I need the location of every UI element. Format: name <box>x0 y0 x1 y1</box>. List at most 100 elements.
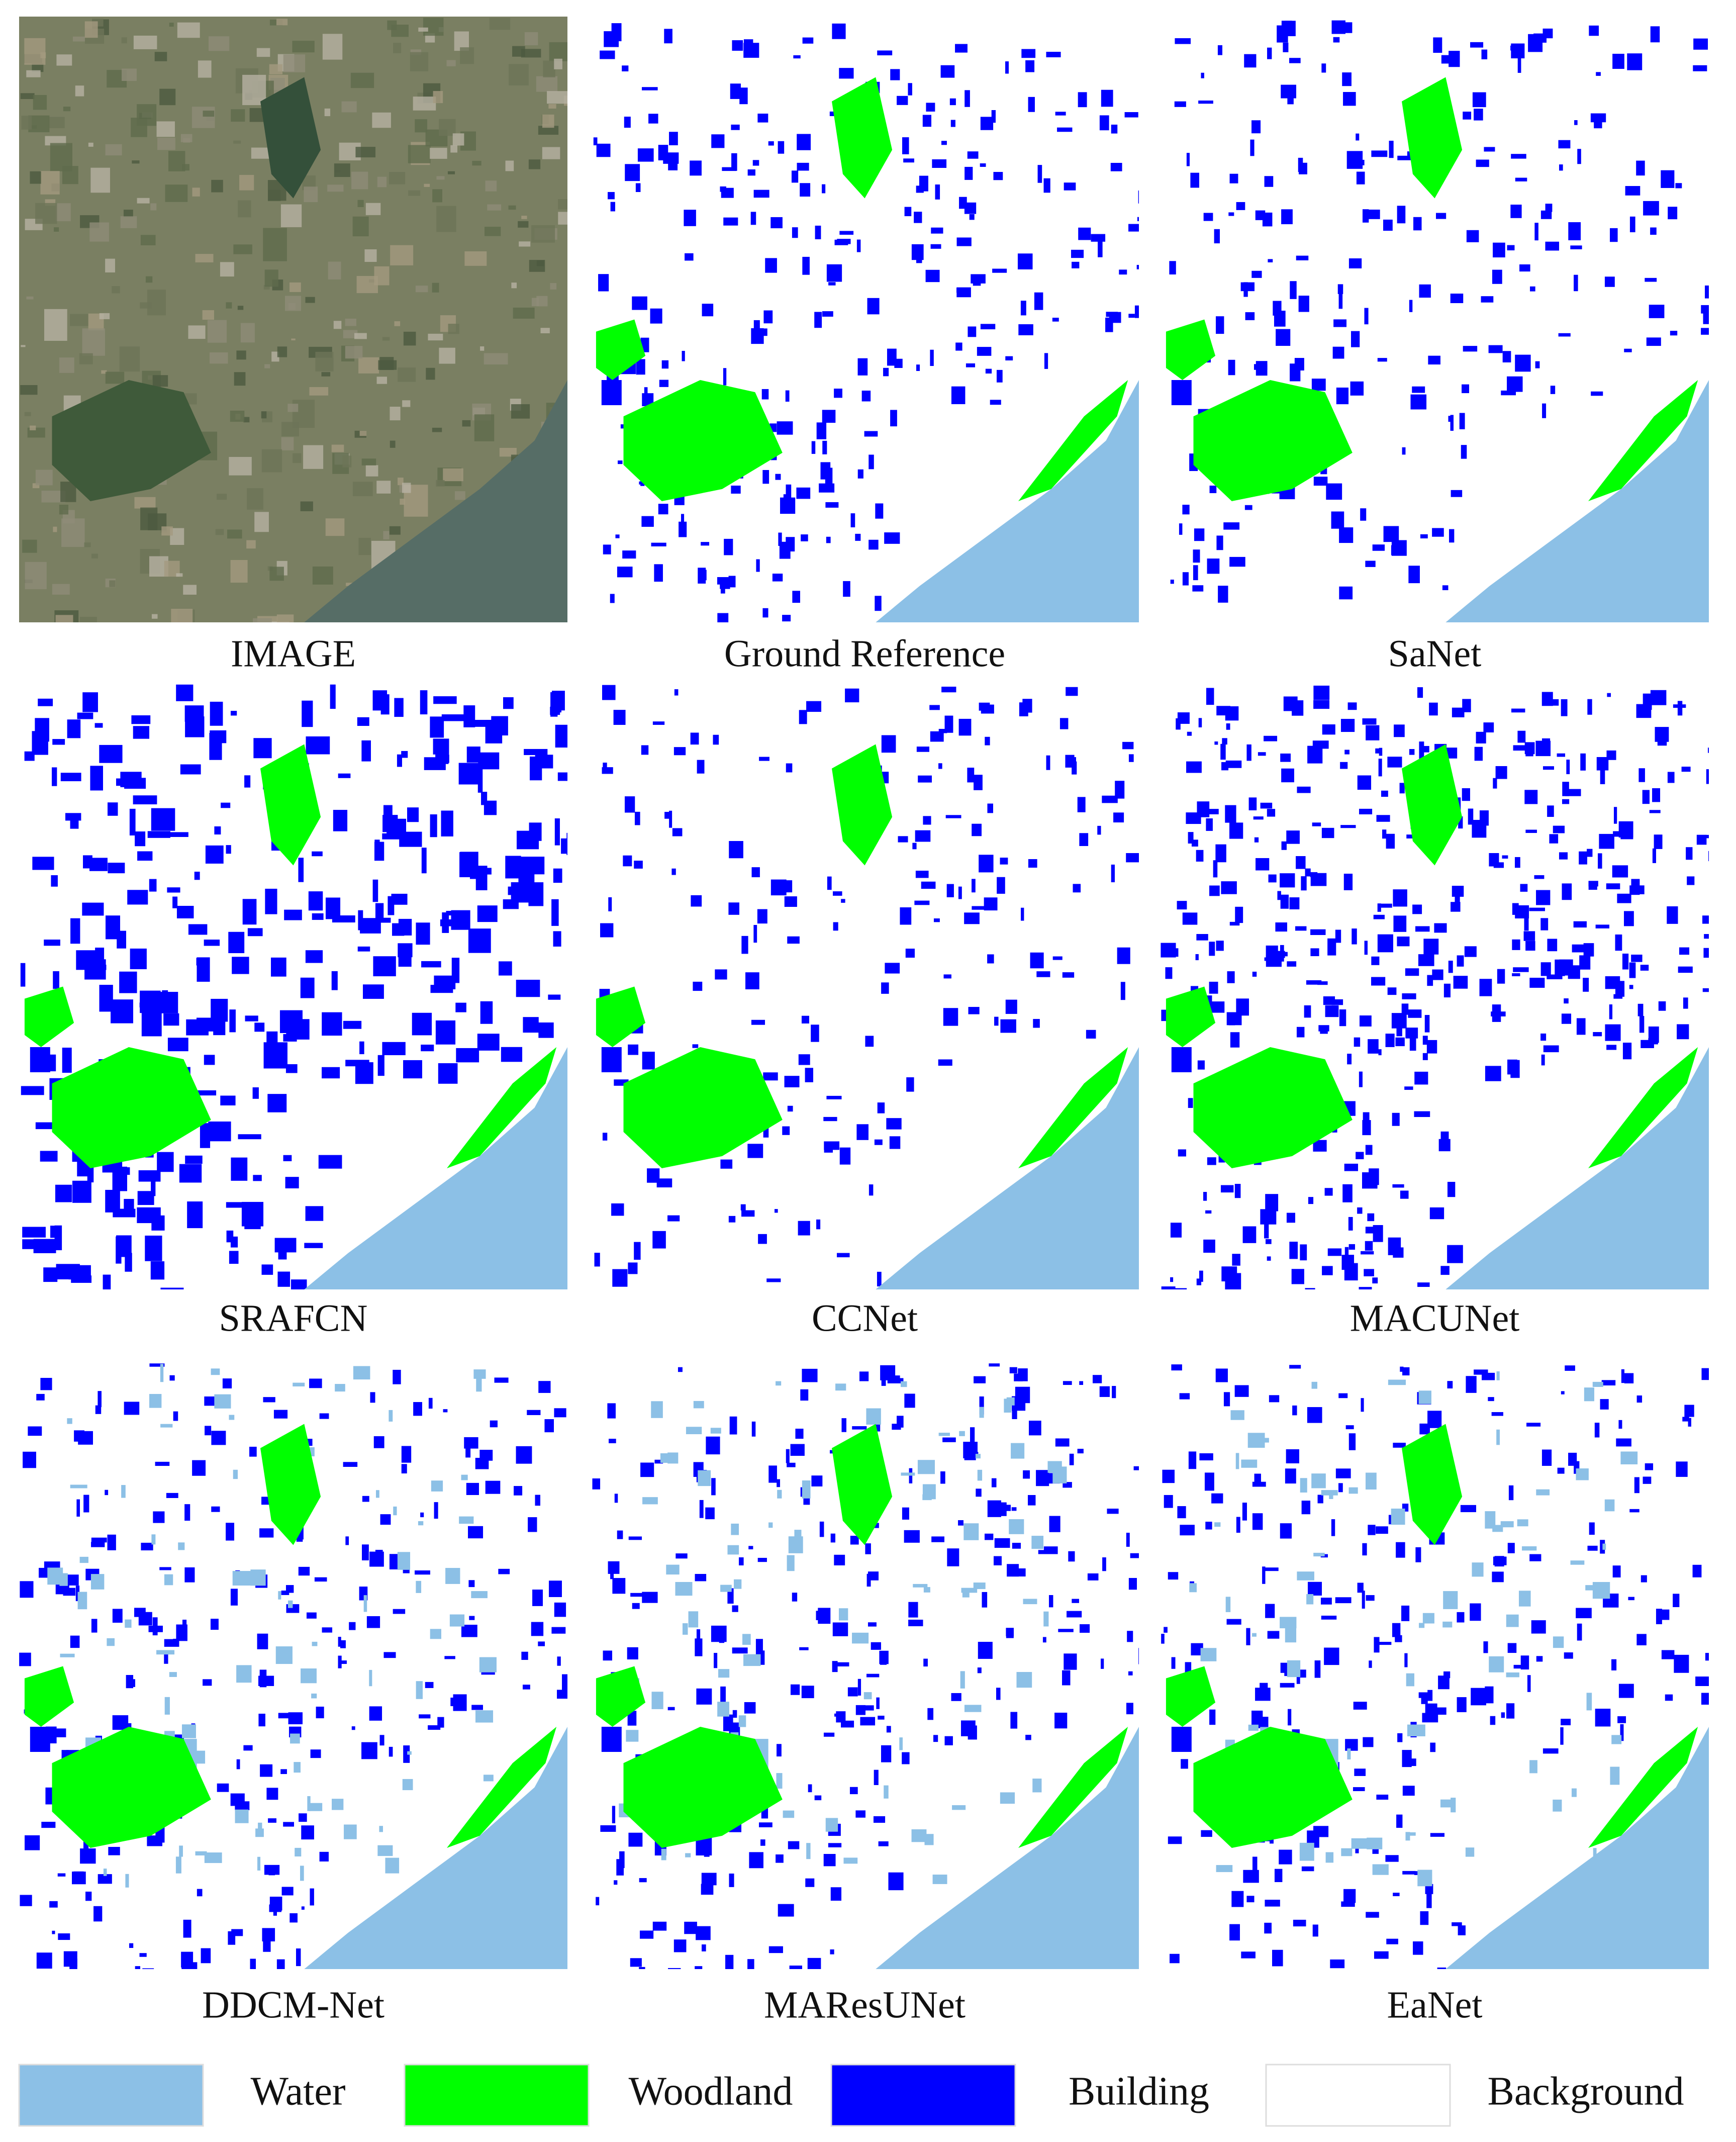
building <box>639 1967 645 1969</box>
building <box>129 1679 136 1687</box>
building <box>1080 1624 1090 1633</box>
building <box>627 1647 638 1660</box>
building <box>1577 1623 1582 1641</box>
building <box>478 752 500 770</box>
building <box>277 1271 291 1287</box>
woodland <box>1166 986 1216 1047</box>
building <box>1396 1814 1403 1828</box>
building <box>669 132 678 145</box>
aerial-texture <box>439 347 455 364</box>
building <box>1420 534 1428 539</box>
aerial-texture <box>480 346 485 351</box>
building <box>797 134 811 150</box>
building <box>357 946 370 952</box>
building <box>814 1795 822 1801</box>
aerial-texture <box>165 184 188 202</box>
water-noise <box>1321 1490 1338 1496</box>
water-noise <box>1225 1597 1231 1612</box>
building <box>1072 761 1077 775</box>
building <box>435 751 449 764</box>
water-noise <box>461 1474 468 1480</box>
building <box>1021 907 1024 921</box>
building <box>65 813 81 821</box>
building <box>1422 1053 1428 1060</box>
building <box>1279 1849 1292 1865</box>
building <box>1686 847 1693 860</box>
building <box>797 162 809 171</box>
building <box>1327 1248 1342 1256</box>
woodland <box>1402 77 1463 199</box>
building <box>444 1656 455 1659</box>
building <box>826 1095 842 1099</box>
building <box>1343 1889 1356 1903</box>
building <box>373 1436 384 1448</box>
water-noise <box>1518 1591 1531 1607</box>
water-noise <box>866 1408 881 1425</box>
building <box>1519 264 1530 272</box>
building <box>211 1506 220 1512</box>
building <box>1034 292 1043 310</box>
building <box>1218 586 1228 603</box>
aerial-texture <box>293 453 302 463</box>
water-noise <box>385 1857 400 1874</box>
building <box>1078 227 1091 240</box>
building <box>930 244 941 249</box>
building <box>1101 89 1113 107</box>
water-noise <box>1347 1748 1351 1759</box>
building <box>1408 566 1420 584</box>
building <box>613 710 626 725</box>
building <box>1547 939 1558 952</box>
building <box>201 1948 211 1964</box>
building <box>1657 737 1667 746</box>
building <box>639 1878 647 1883</box>
building <box>951 1693 961 1701</box>
building <box>413 1402 422 1416</box>
building <box>339 1660 347 1664</box>
water-noise <box>685 1853 691 1857</box>
building <box>836 1711 846 1723</box>
aerial-texture <box>21 116 32 130</box>
water-noise <box>1388 1379 1406 1385</box>
building <box>319 1851 329 1861</box>
building <box>993 172 1003 180</box>
building <box>728 1216 736 1223</box>
water-noise <box>407 1751 412 1755</box>
building <box>1290 281 1297 299</box>
building <box>596 143 611 157</box>
building <box>622 550 636 559</box>
building <box>1530 286 1535 292</box>
building <box>787 936 800 944</box>
building <box>1570 245 1582 249</box>
building <box>1064 182 1076 191</box>
water-noise <box>1604 1499 1615 1512</box>
building <box>693 981 703 991</box>
building <box>435 1020 456 1045</box>
building <box>802 37 814 44</box>
building <box>819 1521 824 1537</box>
building <box>355 1062 373 1084</box>
building <box>933 1735 938 1742</box>
building <box>1507 1059 1517 1075</box>
building <box>1068 1551 1075 1562</box>
building <box>1289 58 1301 63</box>
building <box>1565 1365 1575 1371</box>
building <box>822 440 827 454</box>
aerial-texture <box>123 210 133 218</box>
building <box>781 880 793 893</box>
building <box>828 282 836 286</box>
building <box>720 186 726 192</box>
panel-caption: DDCM-Net <box>202 1984 384 2026</box>
building <box>308 891 323 911</box>
building <box>802 1368 818 1382</box>
building <box>877 1102 885 1113</box>
building <box>40 1151 58 1162</box>
aerial-texture <box>509 64 529 85</box>
aerial-texture <box>402 400 411 407</box>
aerial-texture <box>350 72 374 88</box>
building <box>60 773 81 782</box>
building <box>705 1507 715 1520</box>
building <box>1681 767 1691 772</box>
building <box>1054 1712 1068 1729</box>
building <box>972 906 985 910</box>
building <box>990 400 1001 405</box>
